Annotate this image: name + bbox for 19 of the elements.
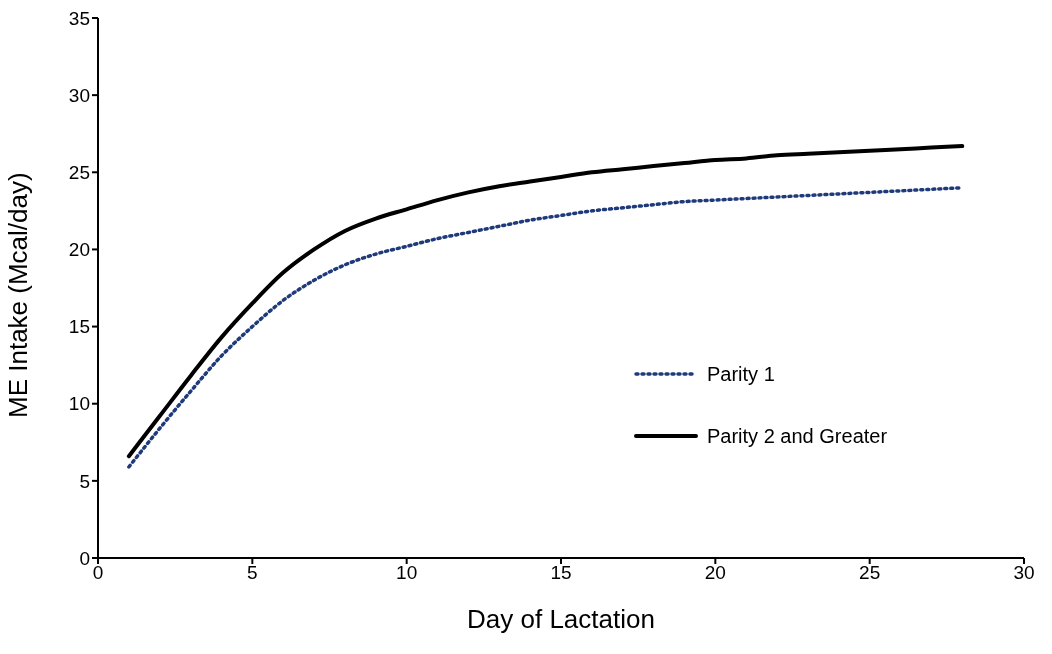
x-tick-label: 5 bbox=[247, 562, 258, 584]
y-axis-title: ME Intake (Mcal/day) bbox=[3, 172, 34, 418]
x-tick-label: 15 bbox=[550, 562, 572, 584]
y-tick-label: 5 bbox=[79, 470, 90, 492]
x-tick-label: 25 bbox=[859, 562, 881, 584]
y-tick-label: 30 bbox=[68, 84, 90, 106]
y-tick-label: 10 bbox=[68, 393, 90, 415]
y-tick-label: 20 bbox=[68, 239, 90, 261]
x-tick-label: 10 bbox=[396, 562, 418, 584]
y-tick-label: 0 bbox=[79, 547, 90, 569]
y-tick-label: 15 bbox=[68, 316, 90, 338]
legend-label: Parity 2 and Greater bbox=[707, 424, 888, 448]
x-tick-label: 30 bbox=[1013, 562, 1035, 584]
y-tick-label: 25 bbox=[68, 162, 90, 184]
legend-label: Parity 1 bbox=[707, 362, 775, 386]
line-series bbox=[126, 144, 965, 459]
x-axis-title: Day of Lactation bbox=[467, 604, 655, 634]
x-tick-label: 20 bbox=[704, 562, 726, 584]
y-tick-label: 35 bbox=[68, 7, 90, 29]
